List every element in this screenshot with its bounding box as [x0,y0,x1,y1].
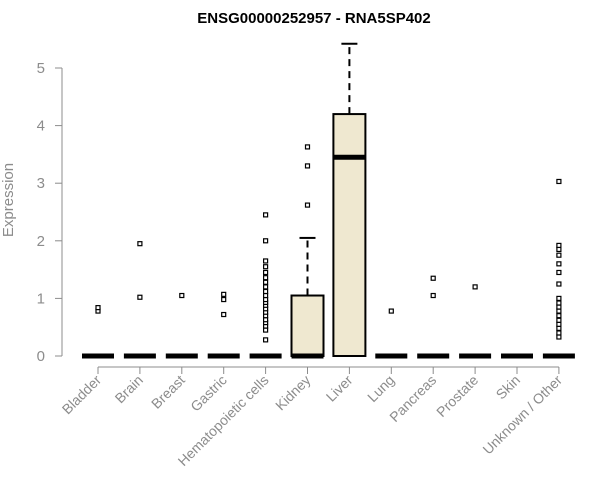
outlier-point [556,252,562,258]
outlier-point [263,238,269,244]
outlier-point [556,269,562,276]
y-axis: 0 1 2 3 4 5 [37,60,63,365]
box-body [290,294,325,357]
outlier-point [263,264,269,270]
outlier-point [263,337,269,343]
outlier-point [304,163,311,169]
box-body [332,113,367,357]
outlier-point [221,291,227,297]
box-group [123,241,156,359]
box-group [82,305,114,359]
outlier-point [263,212,269,218]
outlier-point [556,325,562,331]
outlier-point [221,296,227,303]
outlier-point [472,284,478,290]
x-tick-label: Brain [112,372,146,406]
x-tick-label: Unknown / Other [479,372,565,458]
outlier-point [95,305,101,311]
outlier-point [556,321,562,327]
outlier-point [556,300,562,306]
x-tick-label: Pancreas [386,372,439,425]
box-group [542,178,575,359]
outlier-point [556,178,562,185]
box-group [165,292,198,359]
outlier-point [556,308,562,314]
outlier-point [263,292,269,299]
outlier-point [221,311,227,318]
outlier-point [556,281,562,287]
outlier-point [137,294,143,300]
outlier-point [263,279,269,285]
outlier-point [263,284,269,290]
y-tick-label: 5 [37,60,45,77]
outlier-point [263,317,269,323]
outlier-point [263,296,269,303]
outlier-point [137,241,143,247]
x-tick-label: Breast [148,372,188,412]
outlier-point [263,327,269,333]
outlier-point [556,334,562,340]
box-group [417,275,450,359]
outlier-point [263,288,269,295]
outlier-point [556,242,562,249]
y-tick-label: 3 [37,175,45,192]
y-tick-label: 4 [37,118,45,135]
outlier-point [556,295,562,301]
outlier-point [263,258,269,264]
x-tick-label: Skin [493,372,524,403]
x-tick-label: Liver [323,372,356,405]
outlier-point [263,275,269,281]
box-group [290,144,325,359]
outlier-point [556,313,562,319]
box-group [332,42,367,357]
chart-title: ENSG00000252957 - RNA5SP402 [197,10,430,27]
outlier-point [556,304,562,310]
x-tick-label: Kidney [272,372,314,414]
y-tick-label: 0 [37,348,45,365]
outlier-point [430,275,436,281]
outlier-point [388,308,394,314]
outlier-point [179,292,185,299]
box-group [207,291,240,359]
x-tick-label: Bladder [59,372,105,418]
outlier-point [430,292,436,299]
y-axis-label: Expression [0,163,17,237]
y-tick-label: 2 [37,233,45,250]
y-tick-label: 1 [37,290,45,307]
plot-area [82,42,575,359]
x-tick-label: Prostate [433,372,481,420]
box-group [375,308,408,359]
outlier-point [556,317,562,323]
outlier-point [304,144,311,150]
outlier-point [263,269,269,276]
x-tick-label: Lung [364,372,397,405]
outlier-point [304,202,311,208]
box-group [249,212,282,359]
outlier-point [556,246,562,253]
outlier-point [556,261,562,267]
box-group [459,284,492,359]
outlier-point [556,330,562,336]
